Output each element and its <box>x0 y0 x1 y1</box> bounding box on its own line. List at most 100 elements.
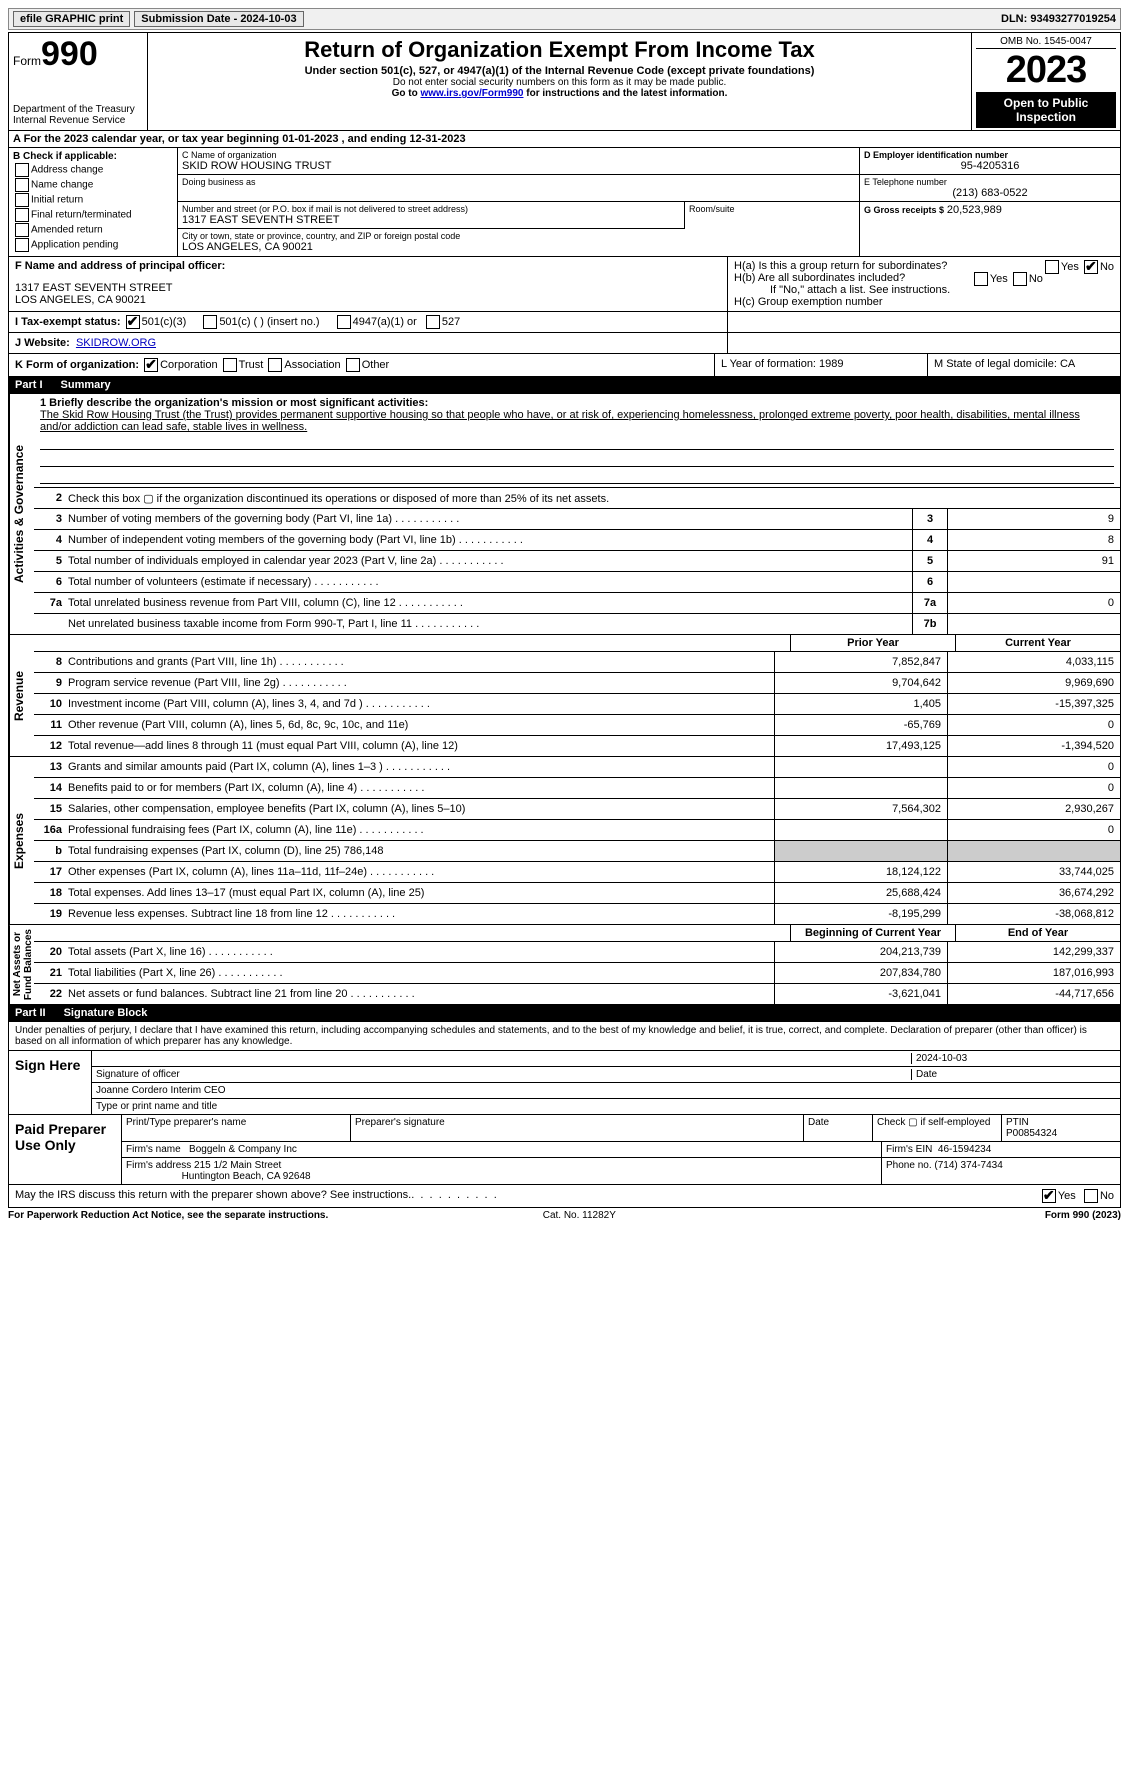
paid-preparer-label: Paid Preparer Use Only <box>9 1115 122 1184</box>
state-domicile: M State of legal domicile: CA <box>928 354 1120 376</box>
section-f-h: F Name and address of principal officer:… <box>8 257 1121 312</box>
line-22: Net assets or fund balances. Subtract li… <box>68 986 774 1002</box>
city: LOS ANGELES, CA 90021 <box>182 241 855 253</box>
chk-initial-return[interactable]: Initial return <box>13 193 173 207</box>
p8: 7,852,847 <box>774 652 947 672</box>
c11: 0 <box>947 715 1120 735</box>
efile-print-button[interactable]: efile GRAPHIC print <box>13 11 130 27</box>
year-formation: L Year of formation: 1989 <box>715 354 928 376</box>
p18: 25,688,424 <box>774 883 947 903</box>
gross-receipts: 20,523,989 <box>947 204 1002 216</box>
c10: -15,397,325 <box>947 694 1120 714</box>
submission-date-button[interactable]: Submission Date - 2024-10-03 <box>134 11 303 27</box>
chk-4947[interactable] <box>337 315 351 329</box>
line-12: Total revenue—add lines 8 through 11 (mu… <box>68 738 774 754</box>
chk-501c3[interactable] <box>126 315 140 329</box>
chk-final-return[interactable]: Final return/terminated <box>13 208 173 222</box>
val-7b <box>947 614 1120 634</box>
top-bar: efile GRAPHIC print Submission Date - 20… <box>8 8 1121 30</box>
section-b-to-g: B Check if applicable: Address change Na… <box>8 148 1121 257</box>
c16a: 0 <box>947 820 1120 840</box>
chk-other[interactable] <box>346 358 360 372</box>
dba-caption: Doing business as <box>182 177 855 187</box>
room-caption: Room/suite <box>689 204 855 214</box>
rot-netassets: Net Assets orFund Balances <box>9 925 34 1004</box>
officer-name: Joanne Cordero Interim CEO <box>96 1085 1116 1096</box>
hb-yes[interactable] <box>974 272 988 286</box>
p22: -3,621,041 <box>774 984 947 1004</box>
p11: -65,769 <box>774 715 947 735</box>
firm-name: Boggeln & Company Inc <box>189 1144 297 1155</box>
chk-address-change[interactable]: Address change <box>13 163 173 177</box>
gross-caption: G Gross receipts $ <box>864 205 944 215</box>
c21: 187,016,993 <box>947 963 1120 983</box>
ptin: P00854324 <box>1006 1128 1057 1139</box>
j-caption: J Website: <box>15 337 70 349</box>
p9: 9,704,642 <box>774 673 947 693</box>
line-15: Salaries, other compensation, employee b… <box>68 801 774 817</box>
section-j: J Website: SKIDROW.ORG <box>8 333 1121 354</box>
irs-link[interactable]: www.irs.gov/Form990 <box>420 88 523 99</box>
part-ii-num: Part II <box>15 1007 56 1019</box>
chk-527[interactable] <box>426 315 440 329</box>
chk-assoc[interactable] <box>268 358 282 372</box>
ssn-notice: Do not enter social security numbers on … <box>152 77 967 88</box>
c14: 0 <box>947 778 1120 798</box>
firm-addr: 215 1/2 Main Street <box>194 1160 281 1171</box>
firm-phone: (714) 374-7434 <box>934 1160 1002 1171</box>
p17: 18,124,122 <box>774 862 947 882</box>
chk-501c[interactable] <box>203 315 217 329</box>
org-name-caption: C Name of organization <box>182 150 855 160</box>
sig-officer-cap: Signature of officer <box>96 1069 180 1080</box>
line-7a: Total unrelated business revenue from Pa… <box>68 595 912 611</box>
rot-expenses: Expenses <box>9 757 34 924</box>
c22: -44,717,656 <box>947 984 1120 1004</box>
ein-caption: D Employer identification number <box>864 150 1116 160</box>
col-c: C Name of organization SKID ROW HOUSING … <box>178 148 859 256</box>
ha-no[interactable] <box>1084 260 1098 274</box>
ein: 95-4205316 <box>864 160 1116 172</box>
val-4: 8 <box>947 530 1120 550</box>
ha-yes[interactable] <box>1045 260 1059 274</box>
sig-date-cap: Date <box>911 1069 1116 1080</box>
chk-corp[interactable] <box>144 358 158 372</box>
discuss-row: May the IRS discuss this return with the… <box>8 1185 1121 1208</box>
col-b-title: B Check if applicable: <box>13 151 173 162</box>
c12: -1,394,520 <box>947 736 1120 756</box>
row-a-tax-year: A For the 2023 calendar year, or tax yea… <box>8 131 1121 148</box>
line-20: Total assets (Part X, line 16) <box>68 944 774 960</box>
type-name-cap: Type or print name and title <box>96 1101 1116 1112</box>
firm-addr-cap: Firm's address <box>126 1160 191 1171</box>
officer-addr2: LOS ANGELES, CA 90021 <box>15 294 721 306</box>
mission-block: 1 Briefly describe the organization's mi… <box>34 394 1120 488</box>
chk-amended[interactable]: Amended return <box>13 223 173 237</box>
website[interactable]: SKIDROW.ORG <box>76 337 156 349</box>
c18: 36,674,292 <box>947 883 1120 903</box>
header-mid: Return of Organization Exempt From Incom… <box>148 33 972 130</box>
line-13: Grants and similar amounts paid (Part IX… <box>68 759 774 775</box>
line-17: Other expenses (Part IX, column (A), lin… <box>68 864 774 880</box>
discuss-yes[interactable] <box>1042 1189 1056 1203</box>
header-right: OMB No. 1545-0047 2023 Open to Public In… <box>972 33 1120 130</box>
p15: 7,564,302 <box>774 799 947 819</box>
street-caption: Number and street (or P.O. box if mail i… <box>182 204 680 214</box>
part-ii-header: Part II Signature Block <box>8 1005 1121 1022</box>
preparer-date-cap: Date <box>804 1115 873 1141</box>
chk-name-change[interactable]: Name change <box>13 178 173 192</box>
chk-app-pending[interactable]: Application pending <box>13 238 173 252</box>
tax-year: 2023 <box>976 49 1116 92</box>
line-16b: Total fundraising expenses (Part IX, col… <box>68 843 774 859</box>
form-label: Form <box>13 54 41 68</box>
c13: 0 <box>947 757 1120 777</box>
line-7b: Net unrelated business taxable income fr… <box>68 616 912 632</box>
net-assets-section: Net Assets orFund Balances Beginning of … <box>8 925 1121 1005</box>
line-16a: Professional fundraising fees (Part IX, … <box>68 822 774 838</box>
hb-no[interactable] <box>1013 272 1027 286</box>
telephone: (213) 683-0522 <box>864 187 1116 199</box>
p10: 1,405 <box>774 694 947 714</box>
chk-trust[interactable] <box>223 358 237 372</box>
preparer-sig-cap: Preparer's signature <box>351 1115 804 1141</box>
activities-governance: Activities & Governance 1 Briefly descri… <box>8 394 1121 635</box>
c8: 4,033,115 <box>947 652 1120 672</box>
discuss-no[interactable] <box>1084 1189 1098 1203</box>
